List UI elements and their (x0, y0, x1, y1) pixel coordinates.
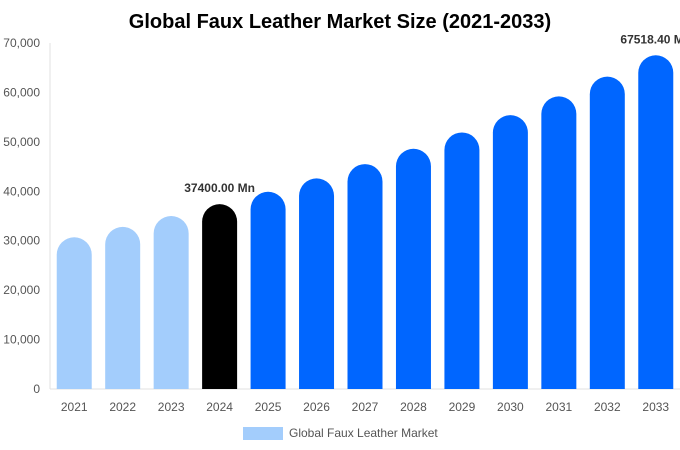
x-tick-label: 2030 (497, 400, 524, 414)
x-tick-label: 2024 (206, 400, 233, 414)
x-tick-label: 2032 (594, 400, 621, 414)
bar-2033 (638, 55, 674, 389)
bar-2025 (250, 191, 286, 389)
y-tick-label: 40,000 (3, 184, 40, 198)
bar-2027 (347, 164, 383, 389)
data-label-2033: 67518.40 Mn (620, 32, 680, 46)
y-tick-label: 60,000 (3, 85, 40, 99)
legend: Global Faux Leather Market (243, 426, 438, 440)
bar-2028 (395, 148, 431, 389)
bar-2022 (105, 226, 141, 389)
bar-2029 (444, 132, 480, 390)
legend-swatch (243, 427, 283, 440)
y-tick-label: 70,000 (3, 36, 40, 50)
y-tick-label: 0 (33, 382, 40, 396)
x-tick-label: 2028 (400, 400, 427, 414)
y-axis: 0 10,000 20,000 30,000 40,000 50,000 60,000 70,… (3, 36, 51, 396)
bars (56, 55, 674, 390)
bar-2021 (56, 237, 92, 389)
y-tick-label: 50,000 (3, 135, 40, 149)
y-tick-label: 30,000 (3, 234, 40, 248)
bar-2032 (589, 76, 625, 390)
x-tick-label: 2033 (642, 400, 669, 414)
x-tick-label: 2027 (352, 400, 379, 414)
x-tick-label: 2031 (545, 400, 572, 414)
x-axis: 2021 2022 2023 2024 2025 2026 2027 2028 2029 2030… (50, 388, 680, 414)
chart-title: Global Faux Leather Market Size (2021-20… (129, 11, 551, 33)
bar-2030 (492, 115, 528, 389)
legend-label: Global Faux Leather Market (289, 426, 438, 440)
bar-2024 (202, 204, 238, 389)
x-tick-label: 2023 (158, 400, 185, 414)
bar-2031 (541, 96, 577, 390)
x-tick-label: 2026 (303, 400, 330, 414)
x-tick-label: 2021 (61, 400, 88, 414)
y-tick-label: 20,000 (3, 283, 40, 297)
x-tick-label: 2029 (449, 400, 476, 414)
y-tick-label: 10,000 (3, 333, 40, 347)
x-tick-label: 2022 (109, 400, 136, 414)
bar-2026 (299, 178, 335, 389)
data-labels: 37400.00 Mn 67518.40 Mn (184, 32, 680, 195)
x-tick-label: 2025 (255, 400, 282, 414)
data-label-2024: 37400.00 Mn (184, 181, 255, 195)
bar-2023 (153, 216, 189, 389)
